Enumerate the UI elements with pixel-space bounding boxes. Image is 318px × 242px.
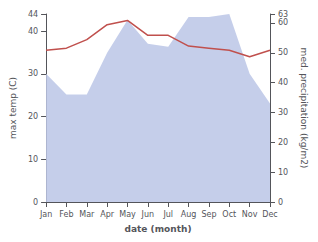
svg-text:Dec: Dec [262,210,277,219]
svg-text:40: 40 [28,27,38,36]
svg-text:Jan: Jan [39,210,52,219]
svg-text:10: 10 [278,168,288,177]
svg-text:Aug: Aug [181,210,197,219]
svg-text:max temp (C): max temp (C) [8,77,18,139]
svg-text:0: 0 [33,198,38,207]
svg-text:Nov: Nov [242,210,258,219]
svg-text:10: 10 [28,155,38,164]
svg-text:med. precipitation (kg/m2): med. precipitation (kg/m2) [299,48,309,169]
svg-text:30: 30 [278,108,288,117]
svg-text:Jul: Jul [162,210,173,219]
svg-text:20: 20 [278,138,288,147]
svg-text:Jun: Jun [141,210,155,219]
svg-text:Mar: Mar [79,210,95,219]
svg-text:Apr: Apr [100,210,115,219]
svg-text:20: 20 [28,112,38,121]
svg-text:date (month): date (month) [125,224,192,234]
svg-text:Oct: Oct [222,210,236,219]
svg-text:63: 63 [278,10,288,19]
svg-text:50: 50 [278,48,288,57]
svg-text:0: 0 [278,198,283,207]
svg-text:May: May [119,210,136,219]
svg-text:Sep: Sep [201,210,216,219]
svg-text:44: 44 [28,10,38,19]
svg-text:40: 40 [278,78,288,87]
svg-text:Feb: Feb [59,210,73,219]
svg-text:30: 30 [28,69,38,78]
svg-text:60: 60 [278,18,288,27]
